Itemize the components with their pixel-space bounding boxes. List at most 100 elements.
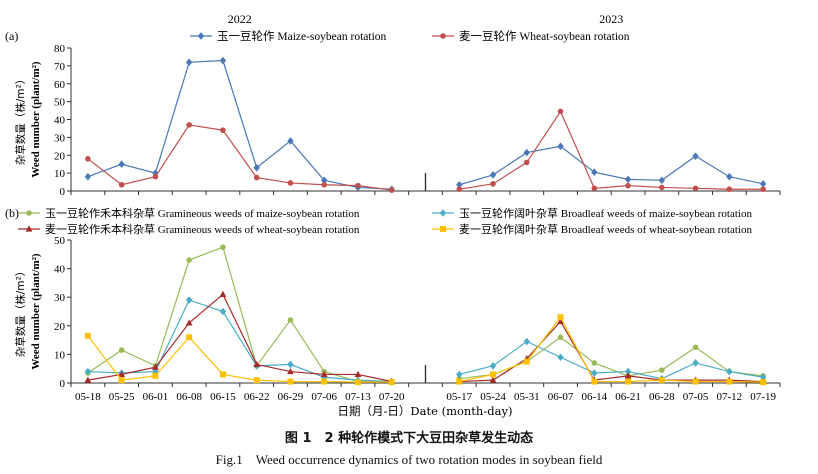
data-point — [624, 372, 632, 379]
data-point — [388, 187, 395, 193]
y-axis-title-en: Weed number (plant/m²) — [30, 61, 42, 177]
y-tick-label: 0 — [60, 378, 66, 390]
data-point — [523, 148, 530, 157]
data-point — [321, 176, 328, 185]
x-tick-label: 06-14 — [581, 391, 607, 403]
data-point — [760, 186, 766, 193]
data-point — [118, 370, 126, 378]
x-tick-label: 06-28 — [649, 391, 675, 403]
data-point — [287, 317, 294, 323]
data-point — [658, 377, 665, 384]
y-tick-label: 20 — [54, 321, 66, 333]
data-point — [692, 152, 699, 160]
series-line-2022 — [87, 246, 392, 383]
data-point — [84, 376, 92, 383]
legend-label: 玉一豆轮作 Maize-soybean rotation — [217, 29, 387, 43]
data-point — [489, 376, 497, 383]
data-point — [118, 377, 125, 384]
legend-label: 麦一豆轮作 Wheat-soybean rotation — [459, 29, 630, 43]
panel-label: (a) — [5, 29, 18, 43]
data-point — [85, 156, 91, 162]
figure-caption-en: Fig.1 Weed occurrence dynamics of two ro… — [215, 452, 603, 467]
data-point — [625, 378, 632, 385]
legend-marker — [440, 226, 446, 232]
data-point — [84, 172, 92, 181]
x-tick-label: 07-13 — [345, 391, 371, 403]
data-point — [354, 370, 362, 378]
data-point — [624, 367, 632, 376]
data-point — [456, 370, 463, 379]
data-point — [490, 371, 497, 378]
y-axis-title-en: Weed number (plant/m²) — [30, 253, 42, 369]
data-point — [456, 186, 463, 193]
series-line-2023 — [459, 110, 764, 190]
data-point — [388, 379, 395, 386]
legend-marker — [439, 209, 447, 217]
data-point — [726, 378, 733, 385]
x-tick-label: 05-25 — [109, 391, 135, 403]
y-tick-label: 50 — [54, 97, 66, 109]
data-point — [692, 185, 699, 192]
data-point — [84, 367, 92, 376]
data-point — [557, 334, 564, 341]
year-label-2023: 2023 — [599, 12, 623, 26]
data-point — [118, 160, 125, 168]
data-point — [591, 360, 598, 366]
data-point — [726, 186, 733, 193]
data-point — [186, 334, 193, 341]
data-point — [557, 353, 564, 362]
x-tick-label: 05-24 — [480, 391, 506, 403]
data-point — [692, 344, 699, 351]
x-tick-label: 06-29 — [278, 391, 304, 403]
data-point — [287, 180, 294, 186]
data-point — [557, 314, 564, 321]
data-point — [220, 244, 226, 250]
legend-label: 玉一豆轮作禾本科杂草 Gramineous weeds of maize-soy… — [45, 206, 360, 220]
x-tick-label: 06-08 — [176, 391, 202, 403]
panel-label: (b) — [5, 206, 19, 220]
data-point — [84, 332, 91, 339]
data-point — [287, 360, 294, 369]
legend-label: 麦一豆轮作禾本科杂草 Gramineous weeds of wheat-soy… — [45, 222, 360, 236]
y-tick-label: 40 — [54, 115, 66, 127]
x-tick-label: 07-05 — [683, 391, 709, 403]
legend-marker — [25, 225, 33, 232]
y-axis-title-cn: 杂草数量（株/m²） — [14, 266, 27, 357]
x-tick-label: 07-19 — [750, 391, 776, 403]
x-tick-label: 05-18 — [75, 391, 101, 403]
y-tick-label: 30 — [54, 292, 66, 304]
series-line-2023 — [459, 320, 764, 383]
series-line-2023 — [459, 316, 764, 383]
y-tick-label: 50 — [54, 235, 66, 247]
y-tick-label: 30 — [54, 132, 66, 144]
series-line-2022 — [87, 293, 392, 383]
data-point — [220, 127, 226, 134]
data-point — [219, 371, 226, 378]
data-point — [726, 367, 733, 376]
y-tick-label: 60 — [54, 79, 66, 91]
data-point — [186, 122, 192, 128]
data-point — [489, 362, 497, 370]
data-point — [287, 137, 294, 145]
data-point — [152, 363, 159, 370]
data-point — [321, 181, 328, 188]
legend-label: 麦一豆轮作阔叶杂草 Broadleaf weeds of wheat-soybe… — [459, 222, 752, 236]
series-line-2022 — [87, 124, 392, 191]
y-tick-label: 0 — [60, 186, 66, 198]
data-point — [185, 58, 193, 67]
x-tick-label: 06-22 — [244, 391, 270, 403]
data-point — [523, 159, 530, 166]
series-line-2023 — [459, 145, 764, 186]
data-point — [591, 378, 598, 385]
series-line-2022 — [87, 299, 392, 383]
data-point — [658, 176, 666, 185]
data-point — [591, 168, 598, 177]
data-point — [557, 317, 564, 325]
data-point — [321, 378, 328, 385]
x-tick-label: 06-15 — [210, 391, 236, 403]
data-point — [152, 173, 159, 180]
data-point — [726, 172, 733, 181]
data-point — [185, 319, 193, 326]
data-point — [692, 378, 699, 385]
data-point — [186, 257, 192, 263]
